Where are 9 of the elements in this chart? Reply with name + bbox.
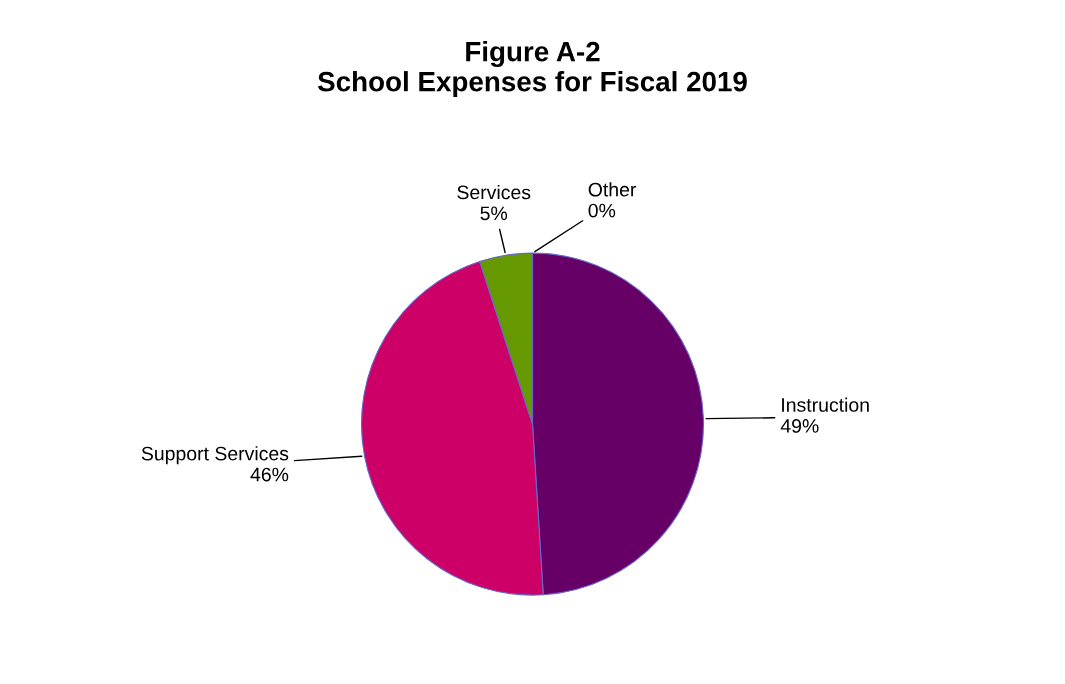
slice-label: Support Services	[141, 446, 289, 465]
data-label: 5%	[480, 206, 508, 221]
text: 0%	[588, 203, 616, 218]
slice-label: Instruction	[782, 397, 869, 412]
data-label: 49%	[780, 419, 819, 433]
slice-label: Services	[457, 184, 531, 200]
data-label: 46%	[250, 467, 289, 482]
chart-title: Figure A-2 School Expenses for Fiscal 2019	[317, 41, 747, 97]
category-label: Other	[588, 182, 637, 197]
